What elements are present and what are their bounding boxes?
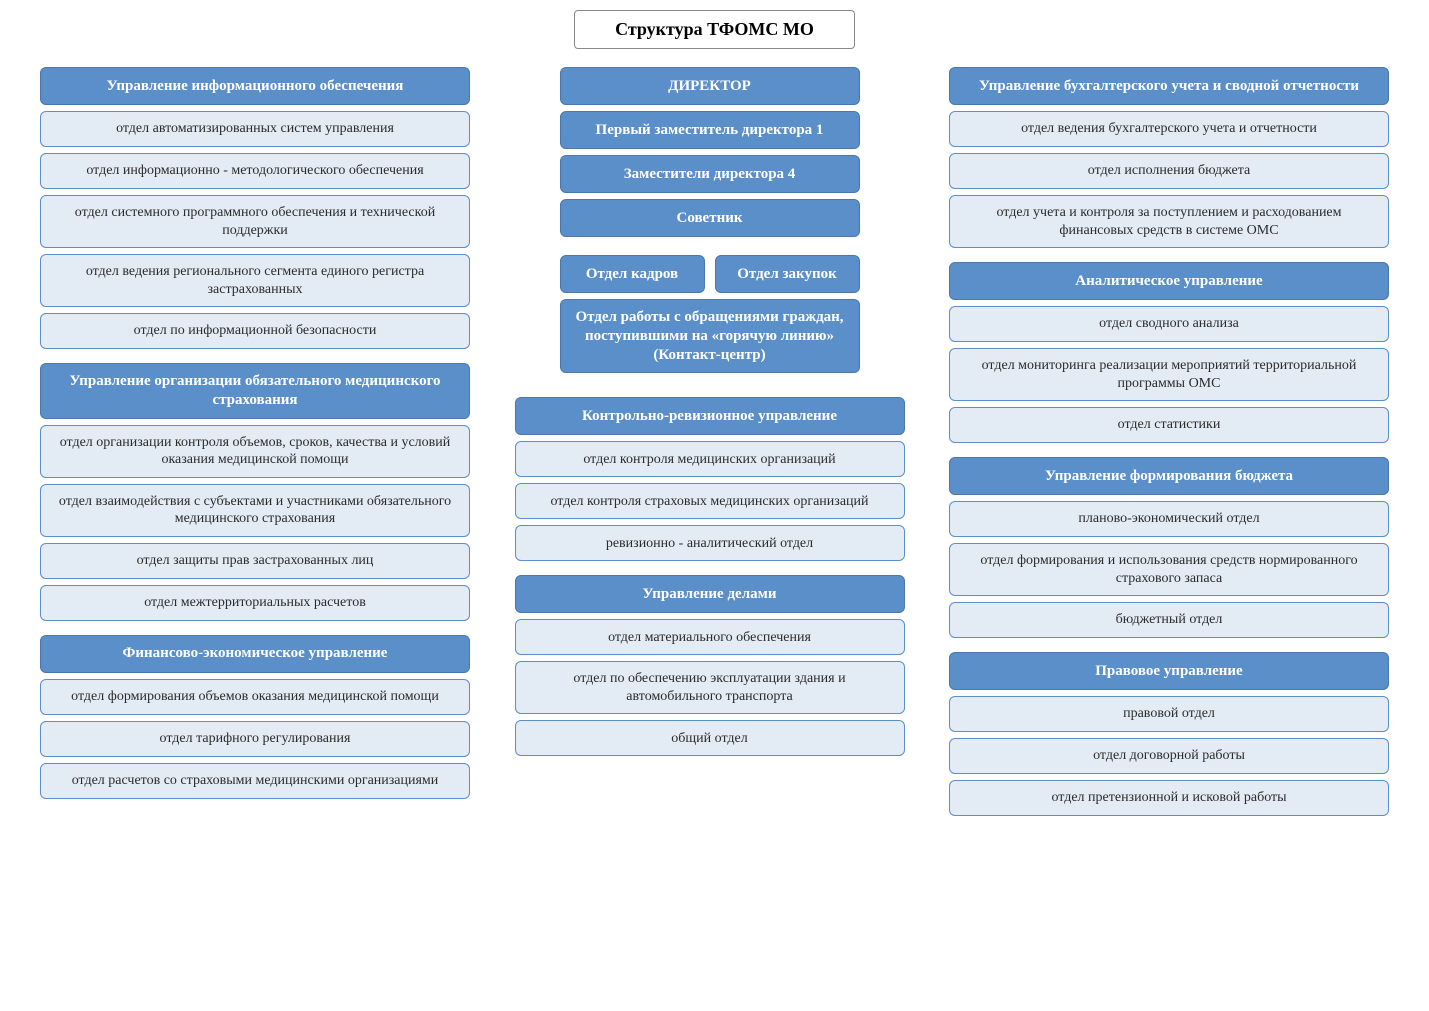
deputies-box: Заместители директора 4 bbox=[560, 155, 860, 193]
dept-header: Управление организации обязательного мед… bbox=[40, 363, 470, 419]
page-title: Структура ТФОМС МО bbox=[574, 10, 855, 49]
dept-info-support: Управление информационного обеспечения о… bbox=[40, 67, 470, 349]
dept-sub: отдел по обеспечению эксплуатации здания… bbox=[515, 661, 905, 714]
hr-dept-box: Отдел кадров bbox=[560, 255, 705, 293]
dept-budget-formation: Управление формирования бюджета планово-… bbox=[949, 457, 1389, 638]
dept-sub: отдел мониторинга реализации мероприятий… bbox=[949, 348, 1389, 401]
dept-sub: отдел организации контроля объемов, срок… bbox=[40, 425, 470, 478]
dept-header: Управление бухгалтерского учета и сводно… bbox=[949, 67, 1389, 105]
columns-wrap: Управление информационного обеспечения о… bbox=[40, 67, 1389, 816]
dept-sub: отдел договорной работы bbox=[949, 738, 1389, 774]
dept-sub: отдел ведения бухгалтерского учета и отч… bbox=[949, 111, 1389, 147]
column-left: Управление информационного обеспечения о… bbox=[40, 67, 470, 799]
column-right: Управление бухгалтерского учета и сводно… bbox=[949, 67, 1389, 816]
dept-control-revision: Контрольно-ревизионное управление отдел … bbox=[515, 397, 905, 561]
advisor-box: Советник bbox=[560, 199, 860, 237]
dept-sub: отдел системного программного обеспечени… bbox=[40, 195, 470, 248]
dept-oms-org: Управление организации обязательного мед… bbox=[40, 363, 470, 621]
procurement-dept-box: Отдел закупок bbox=[715, 255, 860, 293]
contact-center-box: Отдел работы с обращениями граждан, пост… bbox=[560, 299, 860, 373]
dept-fin-econ: Финансово-экономическое управление отдел… bbox=[40, 635, 470, 799]
dept-sub: планово-экономический отдел bbox=[949, 501, 1389, 537]
dept-sub: отдел информационно - методологического … bbox=[40, 153, 470, 189]
dept-header: Контрольно-ревизионное управление bbox=[515, 397, 905, 435]
dept-header: Управление делами bbox=[515, 575, 905, 613]
standalone-depts: Отдел кадров Отдел закупок Отдел работы … bbox=[560, 255, 860, 373]
first-deputy-box: Первый заместитель директора 1 bbox=[560, 111, 860, 149]
dept-legal: Правовое управление правовой отдел отдел… bbox=[949, 652, 1389, 816]
dept-sub: отдел автоматизированных систем управлен… bbox=[40, 111, 470, 147]
dept-accounting: Управление бухгалтерского учета и сводно… bbox=[949, 67, 1389, 248]
dept-header: Аналитическое управление bbox=[949, 262, 1389, 300]
dept-header: Управление формирования бюджета bbox=[949, 457, 1389, 495]
dept-sub: ревизионно - аналитический отдел bbox=[515, 525, 905, 561]
dept-sub: отдел взаимодействия с субъектами и учас… bbox=[40, 484, 470, 537]
dept-sub: отдел защиты прав застрахованных лиц bbox=[40, 543, 470, 579]
dept-sub: отдел контроля страховых медицинских орг… bbox=[515, 483, 905, 519]
dept-sub: отдел тарифного регулирования bbox=[40, 721, 470, 757]
director-box: ДИРЕКТОР bbox=[560, 67, 860, 105]
dept-sub: общий отдел bbox=[515, 720, 905, 756]
leadership-block: ДИРЕКТОР Первый заместитель директора 1 … bbox=[560, 67, 860, 237]
dept-analytics: Аналитическое управление отдел сводного … bbox=[949, 262, 1389, 443]
dept-sub: отдел по информационной безопасности bbox=[40, 313, 470, 349]
dept-sub: отдел материального обеспечения bbox=[515, 619, 905, 655]
dept-sub: отдел контроля медицинских организаций bbox=[515, 441, 905, 477]
dept-sub: правовой отдел bbox=[949, 696, 1389, 732]
dept-sub: отдел ведения регионального сегмента еди… bbox=[40, 254, 470, 307]
dept-sub: отдел исполнения бюджета bbox=[949, 153, 1389, 189]
dept-sub: отдел учета и контроля за поступлением и… bbox=[949, 195, 1389, 248]
dept-affairs: Управление делами отдел материального об… bbox=[515, 575, 905, 756]
dept-sub: отдел статистики bbox=[949, 407, 1389, 443]
dept-sub: бюджетный отдел bbox=[949, 602, 1389, 638]
dept-header: Финансово-экономическое управление bbox=[40, 635, 470, 673]
dept-sub: отдел претензионной и исковой работы bbox=[949, 780, 1389, 816]
dept-sub: отдел расчетов со страховыми медицинским… bbox=[40, 763, 470, 799]
dept-header: Правовое управление bbox=[949, 652, 1389, 690]
dept-sub: отдел формирования и использования средс… bbox=[949, 543, 1389, 596]
dept-sub: отдел формирования объемов оказания меди… bbox=[40, 679, 470, 715]
dept-sub: отдел межтерриториальных расчетов bbox=[40, 585, 470, 621]
dept-header: Управление информационного обеспечения bbox=[40, 67, 470, 105]
dept-sub: отдел сводного анализа bbox=[949, 306, 1389, 342]
column-mid: ДИРЕКТОР Первый заместитель директора 1 … bbox=[515, 67, 905, 756]
